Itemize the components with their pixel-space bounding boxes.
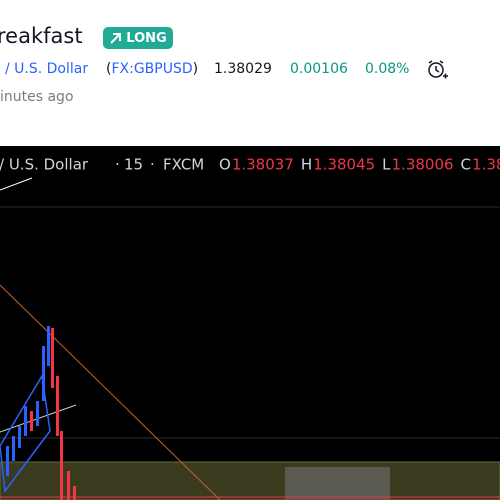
zone-inner (285, 467, 390, 500)
alert-icon[interactable] (425, 58, 449, 82)
symbol-code[interactable]: (FX:GBPUSD) (106, 61, 198, 77)
chart: / U.S. Dollar · 15 · FXCM O 1.38037 H 1.380… (0, 146, 500, 500)
ohlc-label: H (301, 156, 312, 174)
price: 1.38029 (214, 61, 272, 77)
source: FXCM (163, 156, 204, 174)
chart-bg (0, 146, 500, 500)
ohlc-label: L (382, 156, 391, 174)
ohlc-label: O (219, 156, 231, 174)
zone (0, 461, 500, 500)
ohlc-label: C (461, 156, 471, 174)
long-badge[interactable]: LONG (103, 27, 173, 49)
ohlc-value: 1.38006 (472, 156, 500, 174)
change-percent: 0.08% (365, 61, 410, 77)
separator: · (115, 156, 120, 174)
paren: ( (106, 61, 112, 77)
candles (6, 326, 76, 500)
trend-line (0, 284, 221, 500)
paren: ) (192, 61, 199, 77)
code: FX:GBPUSD (111, 61, 193, 77)
time-ago: inutes ago (0, 89, 74, 105)
interval: 15 (124, 156, 143, 174)
arrow-icon (110, 32, 122, 44)
change: 0.00106 (290, 61, 348, 77)
chart-symbol: / U.S. Dollar (0, 156, 89, 174)
symbol-name[interactable]: / U.S. Dollar (5, 61, 89, 77)
ohlc-value: 1.38037 (232, 156, 294, 174)
ohlc-value: 1.38045 (313, 156, 375, 174)
channel (0, 373, 51, 493)
badge-label: LONG (126, 30, 167, 46)
idea-title: reakfast (0, 24, 83, 48)
separator: · (150, 156, 155, 174)
trend-line (0, 177, 33, 191)
ohlc-value: 1.38006 (392, 156, 454, 174)
